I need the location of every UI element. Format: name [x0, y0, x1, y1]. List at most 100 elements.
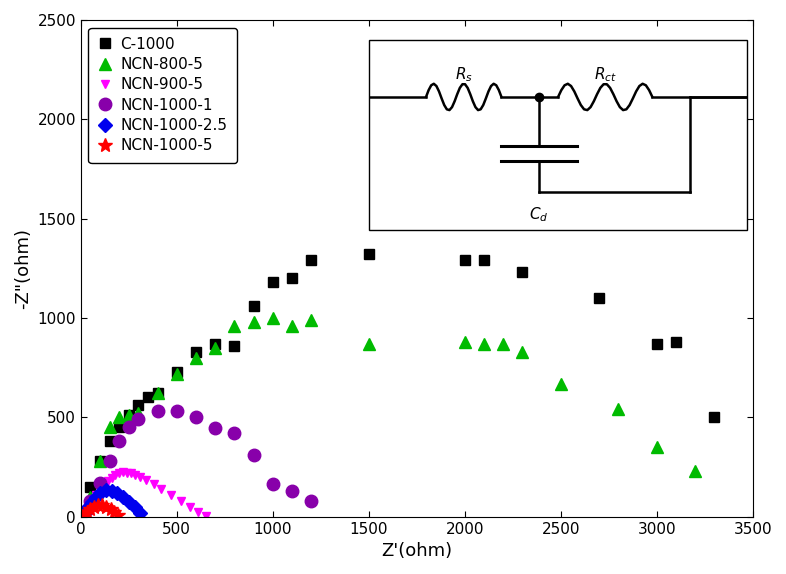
C-1000 [518, 269, 527, 276]
NCN-900-5 [126, 470, 135, 477]
NCN-900-5 [99, 482, 108, 488]
Line: NCN-900-5: NCN-900-5 [79, 468, 210, 520]
NCN-1000-5 [90, 503, 99, 510]
Y-axis label: -Z"(ohm): -Z"(ohm) [14, 228, 32, 309]
NCN-800-5 [479, 340, 489, 347]
NCN-1000-2.5 [119, 494, 128, 501]
C-1000 [95, 457, 105, 464]
NCN-900-5 [115, 470, 124, 476]
NCN-1000-5 [79, 511, 88, 518]
NCN-800-5 [191, 354, 200, 361]
NCN-1000-1 [230, 430, 239, 437]
NCN-800-5 [172, 370, 182, 377]
NCN-900-5 [149, 480, 159, 487]
NCN-1000-1 [134, 416, 143, 423]
C-1000 [710, 414, 719, 421]
Text: $C_d$: $C_d$ [530, 205, 549, 224]
NCN-800-5 [307, 316, 316, 323]
NCN-1000-1 [86, 497, 95, 504]
NCN-1000-5 [82, 509, 91, 515]
NCN-900-5 [111, 471, 120, 478]
NCN-1000-1 [105, 457, 114, 464]
C-1000 [124, 412, 134, 419]
C-1000 [652, 340, 662, 347]
C-1000 [364, 251, 373, 258]
NCN-1000-1 [95, 479, 105, 486]
C-1000 [594, 294, 604, 301]
NCN-1000-5 [86, 505, 95, 512]
C-1000 [460, 257, 469, 264]
NCN-800-5 [105, 424, 114, 430]
NCN-1000-1 [153, 408, 163, 415]
NCN-800-5 [86, 494, 95, 501]
NCN-900-5 [176, 497, 185, 504]
NCN-1000-5 [77, 513, 86, 519]
NCN-1000-1 [172, 408, 182, 415]
NCN-900-5 [141, 476, 151, 483]
NCN-900-5 [84, 503, 94, 510]
NCN-1000-2.5 [84, 503, 94, 510]
C-1000 [153, 390, 163, 397]
C-1000 [307, 257, 316, 264]
Line: NCN-1000-2.5: NCN-1000-2.5 [77, 485, 145, 521]
NCN-900-5 [193, 509, 203, 515]
NCN-900-5 [78, 512, 87, 519]
NCN-1000-5 [110, 509, 119, 515]
NCN-1000-2.5 [112, 490, 122, 497]
NCN-1000-5 [106, 506, 116, 513]
NCN-900-5 [156, 486, 166, 492]
NCN-1000-2.5 [91, 494, 101, 501]
NCN-900-5 [119, 468, 128, 475]
NCN-900-5 [201, 512, 211, 519]
NCN-800-5 [95, 457, 105, 464]
Text: $R_s$: $R_s$ [455, 65, 472, 84]
NCN-1000-2.5 [95, 490, 105, 497]
C-1000 [211, 340, 220, 347]
NCN-800-5 [124, 412, 134, 419]
NCN-800-5 [134, 410, 143, 417]
NCN-1000-1 [115, 438, 124, 445]
NCN-1000-1 [124, 424, 134, 430]
NCN-800-5 [614, 406, 623, 413]
Text: $R_{ct}$: $R_{ct}$ [593, 65, 617, 84]
Line: NCN-1000-5: NCN-1000-5 [75, 498, 125, 523]
FancyBboxPatch shape [369, 40, 747, 230]
NCN-800-5 [460, 339, 469, 346]
NCN-800-5 [288, 323, 297, 329]
NCN-900-5 [80, 509, 90, 516]
Line: NCN-1000-1: NCN-1000-1 [84, 405, 318, 507]
C-1000 [105, 438, 114, 445]
C-1000 [115, 424, 124, 430]
NCN-1000-1 [191, 414, 200, 421]
C-1000 [172, 368, 182, 375]
NCN-800-5 [268, 315, 277, 321]
NCN-1000-1 [249, 452, 259, 459]
NCN-1000-5 [94, 502, 103, 509]
NCN-1000-5 [97, 502, 107, 509]
Line: NCN-800-5: NCN-800-5 [85, 312, 701, 502]
NCN-1000-2.5 [77, 512, 86, 519]
NCN-1000-2.5 [130, 503, 139, 510]
NCN-900-5 [103, 478, 112, 484]
NCN-900-5 [130, 471, 139, 478]
Legend: C-1000, NCN-800-5, NCN-900-5, NCN-1000-1, NCN-1000-2.5, NCN-1000-5: C-1000, NCN-800-5, NCN-900-5, NCN-1000-1… [89, 28, 237, 162]
C-1000 [288, 275, 297, 282]
NCN-1000-2.5 [87, 498, 97, 505]
NCN-900-5 [87, 497, 97, 504]
NCN-900-5 [95, 486, 105, 492]
C-1000 [249, 302, 259, 309]
Line: C-1000: C-1000 [86, 250, 719, 492]
NCN-1000-2.5 [136, 509, 145, 516]
X-axis label: Z'(ohm): Z'(ohm) [381, 542, 453, 560]
NCN-800-5 [690, 468, 700, 475]
NCN-1000-2.5 [107, 487, 116, 494]
NCN-800-5 [230, 323, 239, 329]
NCN-800-5 [249, 319, 259, 325]
NCN-1000-1 [307, 497, 316, 504]
NCN-800-5 [211, 344, 220, 351]
NCN-800-5 [556, 380, 565, 387]
NCN-800-5 [153, 390, 163, 397]
NCN-1000-2.5 [124, 498, 134, 505]
C-1000 [230, 342, 239, 349]
NCN-900-5 [136, 474, 145, 480]
